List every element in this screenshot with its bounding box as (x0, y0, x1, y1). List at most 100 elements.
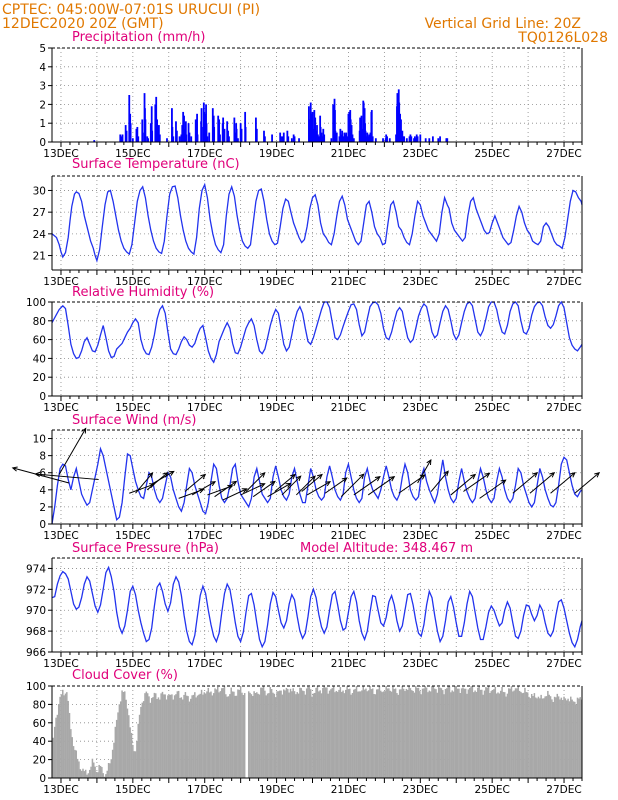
cloud-bar (553, 696, 556, 778)
wind-arrow-head (594, 472, 601, 478)
cloud-bar (525, 692, 528, 778)
cloud-bar (451, 690, 453, 778)
cloud-bar (146, 693, 149, 778)
precip-bar (171, 108, 173, 142)
wind-arrow-shaft (35, 473, 99, 481)
cloud-bar (208, 692, 211, 778)
y-tick-label: 974 (26, 563, 46, 575)
wind-panel: 0 2 4 6 8 10 13DEC 15DEC 17DEC 19DEC 21DEC 23DEC 25D… (11, 427, 601, 542)
precip-bar (255, 128, 258, 142)
cloud-bar (424, 686, 426, 778)
cloud-bar (219, 691, 222, 778)
cloud-bar (211, 695, 214, 778)
cloud-bar (559, 699, 561, 778)
y-tick-label: 30 (33, 185, 46, 197)
y-tick-label: 2 (39, 502, 46, 514)
cloud-bar (452, 691, 455, 778)
y-tick-label: 60 (33, 335, 46, 347)
pressure-panel: 966 968 970 972 974 13DEC 15DEC 17DEC 19DEC 21DEC… (26, 557, 583, 670)
cloud-bar (66, 692, 68, 778)
wind-arrow (150, 470, 175, 486)
x-tick-label: 25DEC (474, 148, 509, 160)
wind-arrow-shaft (281, 475, 302, 496)
cloud-bar (91, 758, 94, 778)
precip-bar (206, 136, 209, 142)
precip-bar (196, 113, 198, 142)
cloud-bar (289, 688, 292, 778)
cloud-bar (428, 690, 431, 778)
y-tick-label: 80 (33, 316, 46, 328)
y-tick-label: 0 (39, 773, 46, 785)
precip-bar (144, 119, 147, 142)
wind-arrow (245, 471, 266, 492)
cloud-bar (247, 691, 250, 778)
cloud-bar (134, 751, 137, 778)
cloud-bar (530, 693, 533, 778)
cloud-bar (284, 690, 286, 778)
cloud-bar (416, 687, 418, 778)
x-tick-label: 25DEC (474, 658, 509, 670)
cloud-bar (60, 694, 63, 778)
cloud-bar (536, 698, 538, 778)
precip-bar (334, 110, 336, 142)
wind-line (51, 446, 583, 525)
y-tick-label: 8 (39, 451, 46, 463)
cloud-bar (64, 693, 67, 778)
x-tick-label: 17DEC (187, 784, 222, 796)
x-tick-label: 23DEC (403, 530, 438, 542)
cloud-bar (172, 699, 175, 778)
cloud-bar (420, 694, 422, 778)
precip-bar (400, 119, 402, 142)
cloud-bar (450, 692, 452, 778)
x-tick-label: 17DEC (187, 658, 222, 670)
cloud-bar (258, 694, 261, 778)
precip-bar (141, 132, 144, 142)
wind-arrow-head (325, 481, 332, 487)
cloud-bar (281, 694, 284, 778)
cloud-bar (216, 686, 219, 778)
precip-bar (419, 134, 422, 142)
cloud-bar (159, 699, 161, 778)
x-tick-label: 23DEC (403, 148, 438, 160)
precip-bar (125, 130, 128, 142)
cloud-bar (93, 762, 95, 778)
x-tick-label: 21DEC (331, 148, 366, 160)
cloud-bar (458, 688, 460, 778)
cloud-bar (160, 693, 162, 778)
cloud-bar (260, 687, 262, 778)
x-tick-label: 25DEC (474, 530, 509, 542)
cloud-bar (277, 691, 280, 778)
cloud-bar (544, 696, 546, 778)
x-tick-label: 27DEC (546, 276, 581, 288)
cloud-bar (75, 750, 78, 778)
precip-bar (314, 117, 317, 142)
wind-arrow-shaft (450, 474, 476, 496)
precip-bar (201, 126, 203, 142)
cloud-bar (63, 695, 65, 778)
cloud-bar (142, 701, 145, 778)
cloud-bar (253, 691, 255, 778)
cloud-bar (552, 701, 555, 778)
header-date: 12DEC2020 20Z (GMT) (2, 16, 164, 32)
precip-bar (351, 134, 354, 142)
cloud-bar (347, 689, 350, 778)
precip-bar (382, 138, 384, 142)
precip-bar (368, 134, 371, 142)
wind-arrow (214, 480, 238, 498)
cloud-bar (431, 686, 433, 778)
cloud-bar (145, 691, 148, 778)
wind-arrow-head (358, 473, 365, 480)
cloud-bar (429, 691, 432, 778)
cloud-bar (477, 687, 479, 778)
precip-bar (428, 138, 431, 142)
wind-arrow (11, 466, 70, 484)
cloud-bar (293, 691, 296, 778)
precip-bar (366, 136, 369, 142)
cloud-bar (241, 692, 243, 778)
y-tick-label: 3 (39, 81, 46, 93)
wind-arrow-head (198, 488, 205, 494)
x-tick-label: 27DEC (546, 148, 581, 160)
wind-arrow-shaft (367, 476, 395, 496)
cloud-bar (510, 686, 513, 778)
cloud-bar (498, 693, 501, 778)
